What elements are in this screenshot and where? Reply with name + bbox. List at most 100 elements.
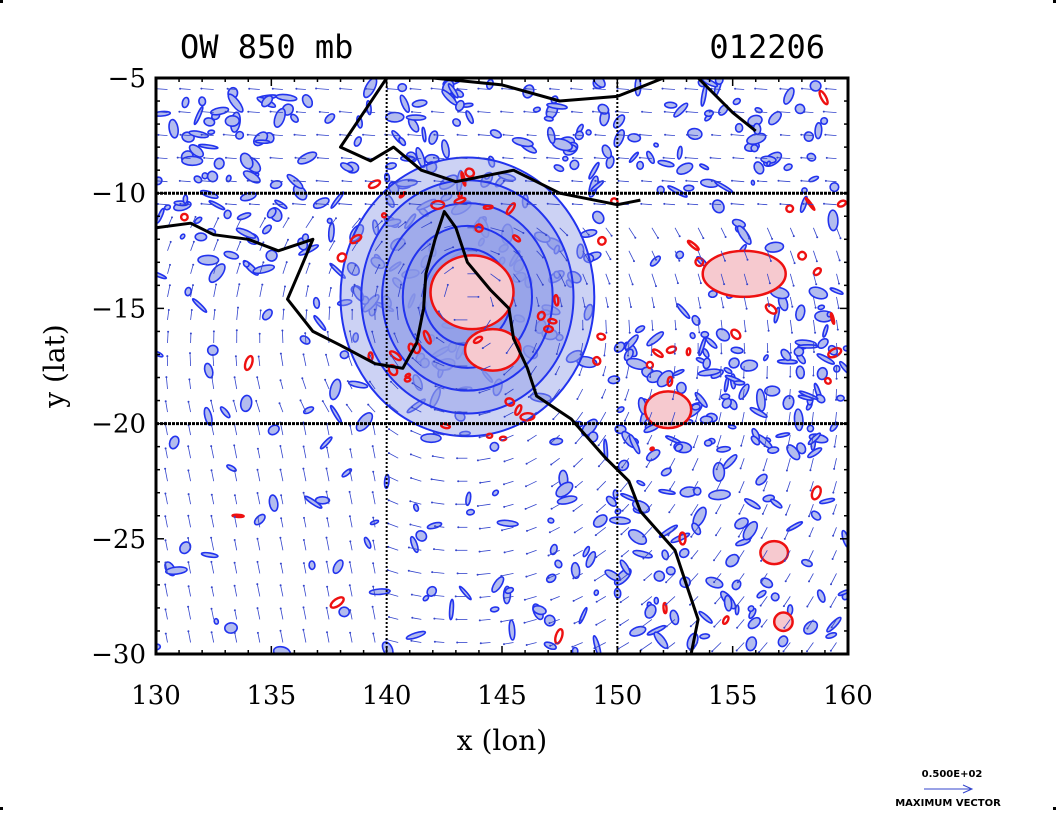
wind-vector — [689, 573, 699, 583]
wind-vector — [715, 527, 722, 536]
wind-vector-head — [387, 156, 390, 159]
wind-vector — [349, 331, 353, 344]
wind-vector-head — [301, 377, 304, 380]
negative-contour-blob — [319, 436, 333, 450]
wind-vector — [456, 157, 468, 159]
wind-vector-head — [409, 523, 412, 526]
wind-vector — [190, 309, 193, 320]
wind-vector-head — [771, 237, 774, 240]
wind-vector-head — [210, 607, 213, 610]
wind-vector-head — [200, 87, 203, 90]
wind-vector-head — [555, 353, 558, 355]
negative-contour-blob — [512, 271, 527, 283]
wind-vector — [621, 549, 630, 557]
wind-vector-head — [213, 309, 216, 311]
wind-vector — [234, 562, 238, 574]
wind-vector — [305, 216, 314, 229]
wind-vector — [579, 365, 584, 376]
wind-vector-head — [736, 581, 739, 584]
wind-vector-head — [315, 202, 318, 205]
wind-vector — [577, 388, 584, 400]
positive-contour-blob — [651, 348, 664, 359]
negative-contour-blob — [198, 96, 207, 107]
wind-vector-head — [433, 179, 436, 182]
wind-vector — [527, 134, 537, 136]
wind-vector — [349, 610, 353, 620]
negative-contour-blob — [239, 394, 253, 413]
x-tick-label: 145 — [477, 681, 527, 711]
negative-contour-blob — [301, 94, 314, 109]
negative-contour-blob — [669, 609, 680, 626]
wind-vector-head — [479, 642, 482, 645]
negative-contour-blob — [619, 559, 631, 576]
negative-contour-blob — [407, 293, 416, 309]
wind-vector — [536, 273, 544, 285]
wind-vector — [595, 526, 607, 536]
negative-contour-blob — [712, 461, 726, 482]
tick-labels: 130 135 140 145 150 155 160−5−10−15−20−25−30 — [91, 64, 873, 711]
negative-contour-blob — [179, 233, 186, 240]
wind-vector — [532, 342, 537, 353]
wind-vector-head — [616, 87, 619, 90]
wind-vector-head — [203, 156, 206, 159]
wind-vector-head — [701, 259, 703, 262]
wind-vector — [673, 365, 676, 378]
negative-contour-blob — [592, 514, 608, 528]
negative-contour-blob — [820, 116, 829, 126]
wind-vector-head — [760, 536, 763, 539]
wind-vector — [582, 227, 590, 236]
wind-vector-head — [430, 221, 433, 224]
wind-vector — [670, 434, 676, 446]
negative-contour-blob — [312, 197, 330, 210]
wind-vector — [623, 434, 630, 444]
wind-vector-head — [478, 413, 481, 416]
positive-contour-region — [429, 254, 515, 331]
negative-contour-blob — [649, 255, 662, 267]
wind-vector-head — [451, 266, 454, 269]
negative-contour-blob — [613, 587, 622, 599]
negative-contour-blob — [562, 155, 569, 162]
wind-vector-head — [348, 584, 351, 587]
positive-contour-blob — [536, 310, 546, 321]
wind-vector-head — [259, 309, 262, 312]
wind-vector-head — [457, 480, 460, 483]
negative-contour-blob — [324, 113, 336, 124]
wind-vector — [349, 425, 353, 436]
wind-vector — [280, 380, 284, 390]
negative-contour-blob — [658, 524, 679, 539]
wind-vector-head — [619, 624, 622, 626]
wind-vector-head — [621, 466, 624, 469]
wind-vector-head — [501, 529, 503, 532]
wind-vector — [716, 481, 722, 491]
wind-vector — [348, 356, 353, 367]
wind-vector-head — [483, 327, 486, 330]
wind-vector-head — [573, 465, 576, 468]
wind-vector-head — [594, 179, 597, 182]
wind-vector — [575, 480, 583, 488]
negative-contour-blob — [181, 155, 204, 167]
wind-vector-head — [738, 512, 741, 515]
wind-vector-head — [803, 110, 806, 113]
wind-vector — [789, 388, 791, 399]
wind-vector-head — [571, 110, 573, 113]
wind-vector-head — [760, 581, 763, 584]
wind-vector — [444, 246, 454, 252]
negative-contour-blob — [676, 162, 694, 175]
wind-vector-head — [256, 468, 259, 471]
wind-vector-head — [407, 179, 410, 182]
negative-contour-blob — [261, 308, 273, 321]
negative-contour-blob — [188, 144, 205, 158]
wind-vector-head — [338, 110, 341, 113]
wind-vector — [573, 549, 583, 556]
wind-vector-head — [739, 467, 742, 470]
wind-vector-head — [210, 631, 213, 634]
wind-vector-head — [410, 593, 413, 596]
wind-vector — [303, 629, 307, 643]
wind-vector — [389, 404, 399, 413]
wind-vector — [156, 180, 168, 183]
negative-contour-blob — [193, 216, 203, 225]
negative-contour-blob — [730, 346, 744, 355]
wind-vector — [525, 503, 537, 510]
wind-vector — [575, 434, 584, 444]
negative-contour-blob — [632, 549, 653, 559]
